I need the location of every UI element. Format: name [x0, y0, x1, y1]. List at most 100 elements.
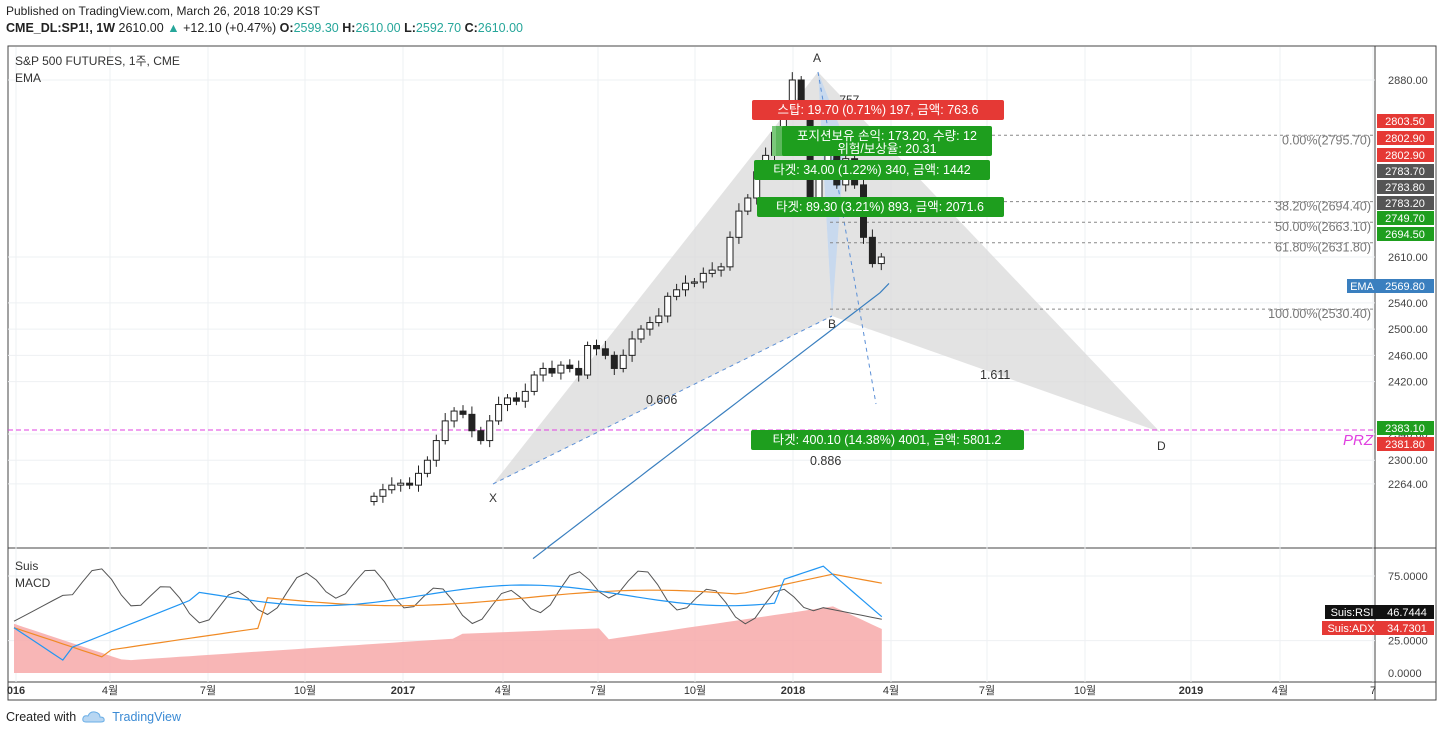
ratio-ac-label: 0.886	[810, 454, 841, 468]
time-label: 10월	[294, 684, 316, 697]
candle-body	[406, 482, 414, 486]
time-label: 4월	[1272, 684, 1288, 697]
candle-body	[521, 390, 529, 402]
svg-text:Suis:ADX: Suis:ADX	[1327, 623, 1375, 635]
candle-body	[868, 236, 876, 265]
price-tick-label: 2540.00	[1388, 298, 1428, 310]
svg-text:타겟: 89.30 (3.21%) 893, 금액: 207: 타겟: 89.30 (3.21%) 893, 금액: 2071.6	[776, 200, 984, 214]
footer-created-with: Created with	[6, 710, 77, 724]
candle-body	[530, 374, 538, 392]
rsi-badge: Suis:RSI 46.7444	[1325, 605, 1434, 619]
price-badge	[1377, 227, 1434, 241]
candle-body	[655, 315, 663, 324]
candle-body	[397, 482, 405, 486]
candle-body	[432, 440, 440, 461]
prz-label: PRZ	[1343, 432, 1374, 449]
symbol-ohlc-line: CME_DL:SP1!, 1W 2610.00 ▲ +12.10 (+0.47%…	[6, 21, 523, 35]
close-value: 2610.00	[477, 21, 523, 35]
symbol: CME_DL:SP1!, 1W	[6, 21, 116, 35]
price-badge-label: 2694.50	[1385, 229, 1425, 241]
svg-text:46.7444: 46.7444	[1387, 607, 1427, 619]
price-badge	[1377, 437, 1434, 451]
price-badge	[1377, 114, 1434, 128]
pattern-xb-dashed	[492, 315, 833, 485]
target3-label: 타겟: 400.10 (14.38%) 4001, 금액: 5801.2	[751, 430, 1024, 450]
ratio-xb-label: 0.606	[646, 393, 677, 407]
oscillator-pane	[13, 565, 883, 673]
price-tick-label: 2500.00	[1388, 324, 1428, 336]
oscillator-black-line	[13, 568, 882, 625]
fib-label: 61.80%(2631.80)	[1275, 241, 1371, 255]
svg-text:Suis:RSI: Suis:RSI	[1331, 607, 1374, 619]
osc-tick-label: 25.0000	[1388, 636, 1428, 648]
price-tick-label: 2880.00	[1388, 75, 1428, 87]
point-b-label: B	[828, 317, 836, 331]
time-label: 7월	[979, 684, 995, 697]
footer: Created with TradingView	[6, 710, 181, 724]
price-axis-badges: 2803.50 2802.90 2802.90 2783.70 2783.80 2783.…	[1377, 114, 1434, 451]
price-badge-label: 2749.70	[1385, 213, 1425, 225]
candle-body	[628, 338, 636, 356]
candle-body	[690, 281, 698, 284]
time-label: 2019	[1179, 685, 1203, 697]
svg-text:타겟: 34.00 (1.22%) 340, 금액: 144: 타겟: 34.00 (1.22%) 340, 금액: 1442	[773, 163, 971, 177]
price-badge-label: 2783.80	[1385, 182, 1425, 194]
tradingview-cloud-icon	[82, 711, 105, 723]
time-axis-labels[interactable]: 016 4월 7월 10월 2017 4월 7월 10월 2018 4월 7월 10월 2019 4월 7	[7, 684, 1376, 697]
candle-body	[450, 410, 458, 422]
candle-body	[664, 295, 672, 317]
svg-text:34.7301: 34.7301	[1387, 623, 1427, 635]
high-label: H:	[342, 21, 356, 35]
svg-text:스탑: 19.70 (0.71%) 197, 금액: 763: 스탑: 19.70 (0.71%) 197, 금액: 763.6	[778, 103, 979, 117]
adx-badge: Suis:ADX 34.7301	[1322, 621, 1434, 635]
price-badge	[1377, 196, 1434, 210]
candle-body	[512, 397, 520, 402]
candle-body	[682, 282, 689, 291]
open-label: O:	[279, 21, 294, 35]
fib-label: 0.00%(2795.70)	[1282, 133, 1371, 147]
candle-body	[744, 197, 752, 212]
point-x-label: X	[489, 491, 497, 505]
price-badge	[1377, 148, 1434, 162]
point-a-label: A	[813, 51, 821, 65]
fib-label: 50.00%(2663.10)	[1275, 220, 1371, 234]
tradingview-link[interactable]: TradingView	[112, 710, 181, 724]
target2-label: 타겟: 89.30 (3.21%) 893, 금액: 2071.6	[757, 197, 1004, 217]
time-label: 4월	[102, 684, 118, 697]
candle-body	[557, 364, 565, 374]
change-value: +12.10 (+0.47%)	[183, 21, 277, 35]
svg-text:EMA: EMA	[1350, 281, 1375, 293]
candle-body	[486, 420, 494, 442]
pattern-xab-triangle	[493, 72, 832, 484]
ratio-bd-label: 1.611	[980, 368, 1010, 382]
chart-frame	[7, 45, 1437, 701]
adx-area	[14, 606, 882, 673]
price-badge	[1377, 421, 1434, 435]
price-badge	[1377, 279, 1434, 293]
change-up-icon: ▲	[167, 21, 180, 35]
candle-body	[717, 266, 725, 271]
oscillator-axis-ticks: 75.0000 25.0000 0.0000	[1388, 571, 1428, 680]
candle-body	[619, 354, 627, 369]
candle-body	[637, 328, 645, 340]
candle-body	[726, 236, 734, 268]
candle-body	[575, 367, 583, 376]
candle-body	[708, 269, 716, 274]
time-label: 4월	[883, 684, 899, 697]
high-value: 2610.00	[355, 21, 401, 35]
candle-body	[593, 345, 600, 350]
price-badge	[1377, 131, 1434, 145]
price-badge-label: 2569.80	[1385, 281, 1425, 293]
published-line: Published on TradingView.com, March 26, …	[6, 4, 320, 18]
candle-body	[477, 430, 485, 442]
candle-body	[415, 472, 422, 486]
candle-body	[699, 272, 707, 283]
point-d-label: D	[1157, 439, 1166, 453]
target1-label: 타겟: 34.00 (1.22%) 340, 금액: 1442	[754, 160, 990, 180]
ema-line	[532, 282, 890, 560]
position-pnl-text: 포지션보유 손익: 173.20, 수량: 12	[797, 129, 977, 143]
candle-body	[646, 322, 654, 330]
time-label: 10월	[1074, 684, 1096, 697]
oscillator-orange-line	[13, 573, 882, 658]
